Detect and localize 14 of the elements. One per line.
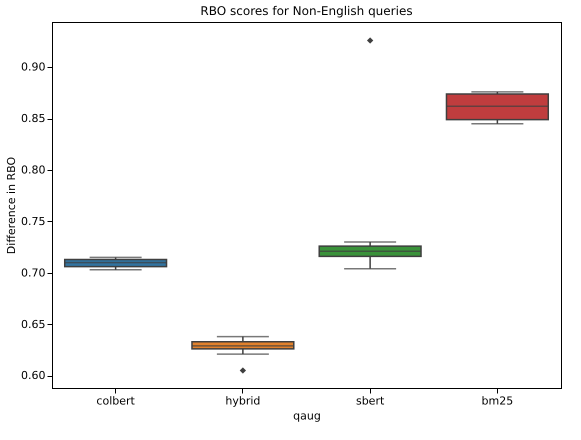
y-tick-label: 0.80 bbox=[21, 164, 46, 177]
y-tick-label: 0.75 bbox=[21, 214, 46, 228]
x-tick-label: sbert bbox=[356, 394, 385, 408]
x-tick-label: colbert bbox=[96, 394, 136, 408]
y-tick-label: 0.60 bbox=[21, 369, 46, 382]
y-tick-label: 0.70 bbox=[21, 266, 46, 280]
y-axis-title: Difference in RBO bbox=[5, 156, 18, 254]
x-tick-label: hybrid bbox=[225, 394, 260, 408]
x-tick-label: bm25 bbox=[482, 394, 514, 408]
y-tick-label: 0.85 bbox=[21, 112, 46, 126]
y-tick-label: 0.65 bbox=[21, 318, 46, 331]
y-tick-label: 0.90 bbox=[21, 60, 46, 74]
x-axis-title: qaug bbox=[293, 410, 321, 422]
chart-title: RBO scores for Non-English queries bbox=[200, 4, 413, 18]
